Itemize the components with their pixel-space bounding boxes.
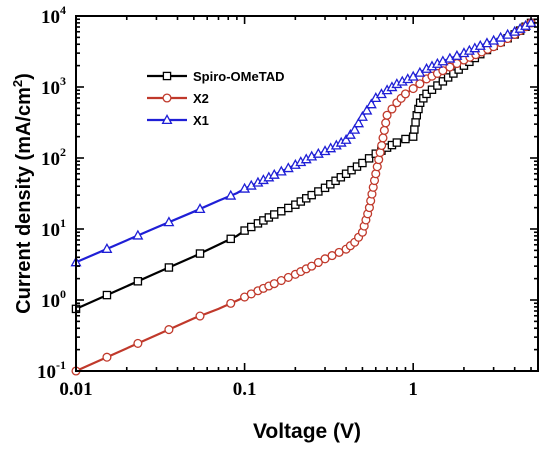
- square-marker: [277, 206, 286, 216]
- circle-marker: [307, 261, 317, 271]
- legend-label: Spiro-OMeTAD: [193, 69, 284, 84]
- y-tick-label: 104: [41, 3, 66, 28]
- circle-marker: [164, 325, 174, 335]
- triangle-marker: [344, 128, 356, 139]
- circle-marker: [195, 311, 205, 321]
- y-tick-label: 101: [41, 216, 66, 241]
- y-tick-label: 102: [41, 145, 66, 170]
- square-marker: [410, 125, 419, 134]
- x-tick-label: 0.1: [233, 379, 257, 400]
- square-marker: [270, 210, 279, 219]
- triangle-marker: [132, 229, 144, 240]
- square-marker: [358, 158, 367, 168]
- circle-marker: [382, 110, 392, 120]
- legend-label: X2: [193, 91, 209, 106]
- triangle-marker: [525, 16, 537, 27]
- y-tick-label: 100: [41, 287, 66, 312]
- triangle-marker: [356, 110, 368, 121]
- circle-marker: [415, 79, 425, 89]
- legend-item: X2: [147, 91, 209, 106]
- square-marker: [364, 154, 374, 163]
- square-marker: [411, 118, 420, 127]
- square-marker: [408, 132, 418, 141]
- square-marker: [226, 234, 235, 244]
- legend: Spiro-OMeTAD X2 X1: [147, 69, 284, 128]
- triangle-marker: [451, 49, 463, 60]
- legend-item: Spiro-OMeTAD: [147, 69, 284, 84]
- circle-marker: [379, 125, 389, 135]
- triangle-marker: [365, 98, 377, 109]
- square-marker: [102, 290, 112, 300]
- triangle-marker: [495, 31, 507, 42]
- square-marker: [162, 71, 172, 81]
- circle-marker: [387, 104, 397, 114]
- triangle-marker: [101, 242, 113, 253]
- circle-marker: [438, 66, 448, 76]
- triangle-marker: [312, 147, 324, 158]
- series-layer: [70, 16, 537, 376]
- x-axis-title: Voltage (V): [253, 420, 361, 443]
- triangle-marker: [340, 133, 352, 144]
- ticks-layer: 0.01 0.1 1 10-1 100 101 102 103 104: [37, 3, 538, 400]
- legend-label: X1: [193, 113, 209, 128]
- square-marker: [401, 134, 410, 144]
- square-marker: [164, 263, 174, 272]
- circle-marker: [408, 84, 418, 94]
- y-tick-label: 103: [41, 74, 66, 99]
- triangle-marker: [163, 216, 175, 227]
- circle-marker: [102, 352, 112, 362]
- y-tick-label: 10-1: [37, 358, 66, 383]
- triangle-marker: [306, 150, 318, 161]
- circle-marker: [226, 298, 236, 308]
- triangle-marker: [437, 55, 449, 66]
- triangle-marker: [225, 189, 237, 200]
- triangle-marker: [353, 117, 365, 128]
- triangle-marker: [502, 28, 514, 39]
- circle-marker: [313, 257, 323, 268]
- square-marker: [133, 277, 143, 286]
- triangle-marker: [275, 165, 287, 176]
- triangle-marker: [488, 34, 500, 45]
- series-triangle: [70, 16, 537, 267]
- circle-marker: [381, 118, 391, 128]
- y-axis-title-prefix: Current density (mA/cm: [13, 87, 35, 314]
- x-tick-label: 1: [408, 379, 418, 400]
- circle-marker: [378, 133, 388, 143]
- triangle-marker: [282, 162, 294, 173]
- circle-marker: [377, 140, 387, 151]
- plot-frame: [75, 15, 539, 372]
- legend-item: X1: [147, 113, 209, 128]
- y-axis-title-suffix: ): [13, 73, 35, 80]
- square-marker: [195, 249, 205, 258]
- circle-marker: [400, 89, 411, 99]
- circle-marker: [133, 338, 143, 348]
- square-marker: [284, 203, 293, 213]
- triangle-marker: [161, 114, 173, 125]
- triangle-marker: [361, 104, 373, 115]
- circle-marker: [162, 93, 172, 103]
- series-circle: [71, 18, 536, 376]
- x-tick-label: 0.01: [59, 379, 92, 400]
- triangle-marker: [268, 168, 280, 179]
- y-axis-title-sup: 2: [10, 80, 25, 87]
- triangle-marker: [444, 52, 456, 63]
- square-marker: [392, 138, 402, 147]
- triangle-marker: [349, 123, 361, 134]
- triangle-marker: [194, 203, 206, 214]
- y-axis-title: Current density (mA/cm2): [10, 73, 35, 314]
